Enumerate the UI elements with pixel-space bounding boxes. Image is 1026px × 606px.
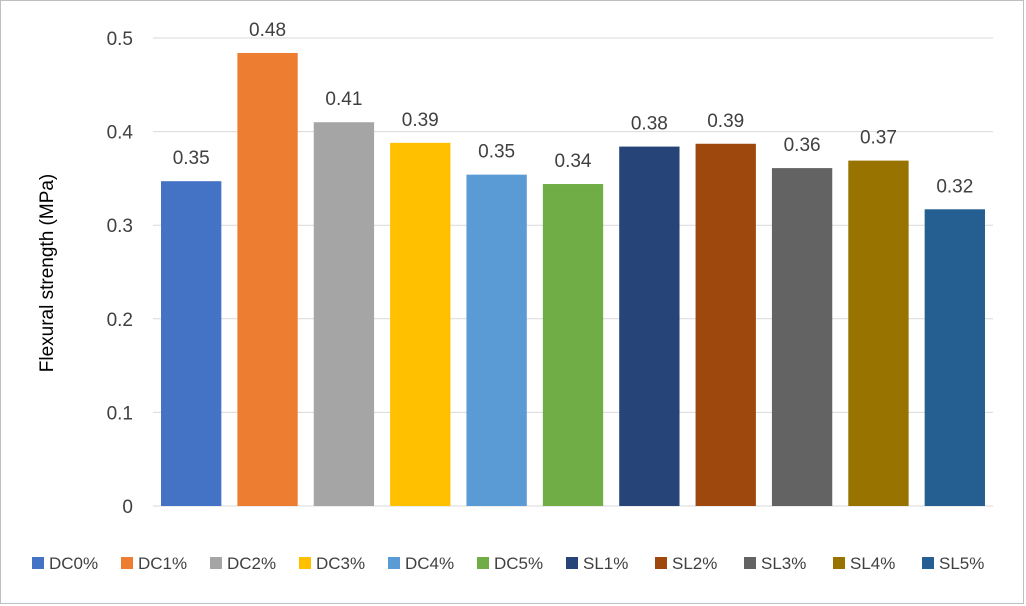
bar-DC5% bbox=[542, 184, 604, 507]
y-tick-label: 0.5 bbox=[107, 29, 133, 50]
bar-SL4% bbox=[848, 160, 909, 506]
bar-SL1% bbox=[619, 146, 680, 507]
bar-DC3% bbox=[390, 142, 451, 506]
data-label: 0.39 bbox=[707, 111, 744, 132]
bar-DC4% bbox=[466, 174, 527, 506]
y-tick-label: 0 bbox=[122, 497, 133, 518]
legend-entry: DC4% bbox=[405, 554, 454, 573]
legend-swatch bbox=[299, 557, 311, 569]
y-axis-title: Flexural strength (MPa) bbox=[37, 174, 58, 373]
legend-swatch bbox=[655, 557, 667, 569]
legend-swatch bbox=[833, 557, 845, 569]
legend-swatch bbox=[121, 557, 133, 569]
legend-entry: SL5% bbox=[939, 554, 984, 573]
legend-swatch bbox=[32, 557, 44, 569]
data-label: 0.37 bbox=[860, 128, 897, 149]
data-label: 0.34 bbox=[555, 151, 592, 172]
legend-entry: SL1% bbox=[583, 554, 628, 573]
legend-entry: SL3% bbox=[761, 554, 806, 573]
legend-entry: DC0% bbox=[49, 554, 98, 573]
data-label: 0.35 bbox=[173, 148, 210, 169]
data-label: 0.35 bbox=[478, 142, 515, 163]
legend-swatch bbox=[210, 557, 222, 569]
bar-DC2% bbox=[313, 122, 375, 507]
data-label: 0.32 bbox=[936, 176, 973, 197]
legend-entry: SL2% bbox=[672, 554, 717, 573]
y-tick-label: 0.2 bbox=[107, 310, 133, 331]
bars bbox=[161, 52, 985, 507]
legend-swatch bbox=[922, 557, 934, 569]
y-tick-label: 0.4 bbox=[107, 123, 134, 144]
data-label: 0.36 bbox=[784, 135, 821, 156]
legend-swatch bbox=[744, 557, 756, 569]
legend: DC0% DC1% DC2% DC3% DC4% DC5% SL1% SL2% SL3% SL4%… bbox=[32, 554, 984, 573]
data-labels: 0.35 0.48 0.41 0.39 0.35 0.34 0.38 0.39 0.36 0.37… bbox=[173, 20, 974, 197]
legend-swatch bbox=[477, 557, 489, 569]
bar-SL2% bbox=[695, 143, 756, 506]
legend-swatch bbox=[566, 557, 578, 569]
bar-SL3% bbox=[771, 168, 833, 506]
bar-DC0% bbox=[161, 181, 222, 506]
y-tick-label: 0.3 bbox=[107, 216, 133, 237]
legend-entry: SL4% bbox=[850, 554, 895, 573]
bar-SL5% bbox=[924, 209, 985, 506]
legend-entry: DC3% bbox=[316, 554, 365, 573]
data-label: 0.48 bbox=[249, 20, 286, 41]
legend-entry: DC1% bbox=[138, 554, 187, 573]
y-axis-ticks: 0 0.1 0.2 0.3 0.4 0.5 bbox=[107, 29, 134, 518]
legend-entry: DC5% bbox=[494, 554, 543, 573]
legend-entry: DC2% bbox=[227, 554, 276, 573]
bar-DC1% bbox=[237, 52, 298, 506]
data-label: 0.39 bbox=[402, 110, 439, 131]
legend-swatch bbox=[388, 557, 400, 569]
data-label: 0.41 bbox=[325, 89, 362, 110]
data-label: 0.38 bbox=[631, 114, 668, 135]
y-tick-label: 0.1 bbox=[107, 403, 133, 424]
